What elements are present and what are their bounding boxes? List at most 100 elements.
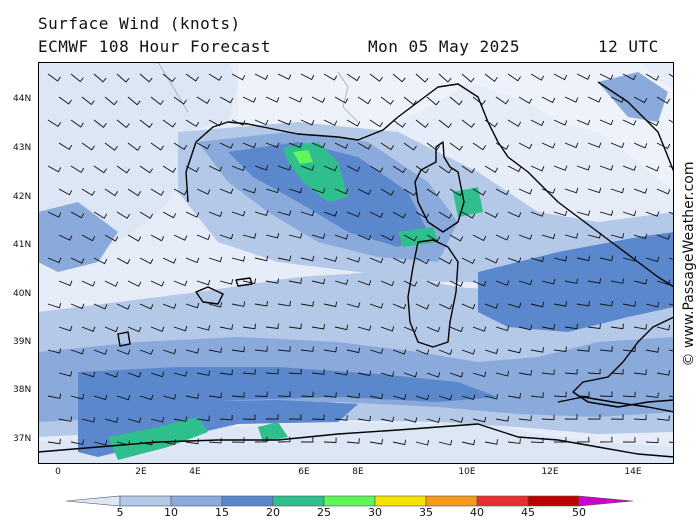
wind-barb — [530, 256, 545, 263]
wind-barb — [173, 96, 187, 105]
wind-barb — [93, 165, 107, 174]
wind-barb — [334, 234, 349, 240]
wind-barb — [104, 417, 119, 423]
wind-barbs — [47, 73, 674, 446]
wind-barb — [380, 280, 395, 287]
wind-barb — [507, 165, 522, 173]
wind-barb — [415, 73, 429, 83]
wind-barb — [369, 303, 384, 309]
wind-barb — [656, 96, 671, 104]
wind-barb — [449, 234, 464, 242]
wind-barb — [484, 257, 499, 264]
wind-barb — [599, 210, 614, 216]
wind-barb — [484, 211, 499, 219]
wind-barb — [139, 165, 153, 174]
wind-barb — [449, 417, 464, 423]
wind-barb — [645, 256, 660, 263]
wind-barb — [208, 165, 223, 172]
wind-barb — [93, 349, 108, 355]
wind-barb — [300, 301, 314, 307]
lon-label: 14E — [624, 467, 642, 477]
wind-barb — [346, 347, 361, 354]
wind-barb — [104, 234, 119, 242]
wind-barb — [357, 234, 372, 241]
wind-barb — [208, 347, 223, 353]
wind-barb — [599, 300, 613, 307]
wind-barb — [116, 349, 131, 355]
wind-barb — [346, 392, 360, 399]
wind-barb — [81, 326, 96, 332]
wind-barb — [461, 303, 476, 310]
wind-barb — [162, 439, 177, 445]
wind-barb — [93, 303, 108, 310]
wind-barb — [449, 142, 463, 151]
wind-barb — [334, 142, 349, 149]
wind-barb — [633, 369, 647, 376]
wind-barb — [507, 393, 522, 399]
wind-map — [38, 62, 674, 464]
wind-barb — [277, 165, 292, 171]
wind-barb — [58, 96, 72, 105]
wind-barb — [472, 188, 487, 196]
wind-barb — [668, 303, 674, 307]
wind-barb — [311, 96, 326, 104]
wind-barb — [415, 303, 430, 310]
wind-barb — [265, 142, 280, 148]
wind-barb — [576, 255, 591, 262]
wind-barb — [139, 349, 154, 355]
wind-barb — [656, 188, 671, 195]
wind-barb — [518, 234, 533, 240]
wind-barb — [530, 437, 544, 444]
wind-barb — [185, 211, 200, 218]
wind-barb — [449, 280, 464, 287]
wind-barb — [93, 439, 108, 446]
wind-barb — [541, 188, 556, 194]
wind-barb — [369, 211, 384, 219]
wind-barb — [622, 346, 636, 353]
wind-barb — [58, 188, 73, 196]
wind-barb — [645, 119, 660, 127]
wind-barb — [185, 348, 200, 354]
wind-barb — [116, 257, 131, 265]
wind-barb — [472, 142, 486, 151]
wind-barb — [139, 211, 154, 219]
wind-barb — [564, 368, 578, 375]
wind-barb — [438, 440, 453, 446]
wind-barb — [576, 391, 590, 397]
wind-barb — [553, 255, 568, 262]
wind-barb — [93, 394, 108, 401]
wind-barb — [139, 394, 154, 401]
wind-barb — [461, 211, 476, 219]
wind-barb — [70, 211, 85, 219]
wind-barb — [208, 256, 223, 263]
wind-barb — [162, 119, 176, 128]
colorbar-label: 45 — [521, 506, 535, 519]
lon-label: 12E — [541, 467, 559, 477]
wind-barb — [438, 349, 453, 355]
wind-barb — [369, 73, 383, 82]
wind-barb — [438, 165, 452, 174]
wind-barb — [622, 391, 636, 398]
wind-barb — [564, 96, 579, 103]
wind-barb — [426, 417, 441, 423]
wind-barb — [242, 369, 256, 375]
wind-barb — [300, 346, 314, 352]
wind-barb — [334, 96, 349, 104]
wind-barb — [254, 210, 269, 216]
wind-barb — [599, 73, 614, 80]
wind-barb — [380, 188, 395, 196]
wind-barb — [196, 96, 211, 105]
wind-barb — [265, 323, 279, 330]
wind-barb — [277, 436, 291, 443]
wind-barb — [461, 394, 476, 400]
wind-barb — [346, 257, 361, 263]
wind-barb — [495, 142, 510, 150]
colorbar-swatch — [374, 495, 427, 507]
wind-barb — [162, 303, 177, 309]
wind-barb — [173, 234, 188, 241]
wind-barb — [346, 165, 361, 172]
wind-barb — [587, 232, 602, 239]
wind-barb — [415, 211, 430, 219]
wind-barb — [231, 256, 246, 262]
wind-barb — [599, 255, 614, 262]
